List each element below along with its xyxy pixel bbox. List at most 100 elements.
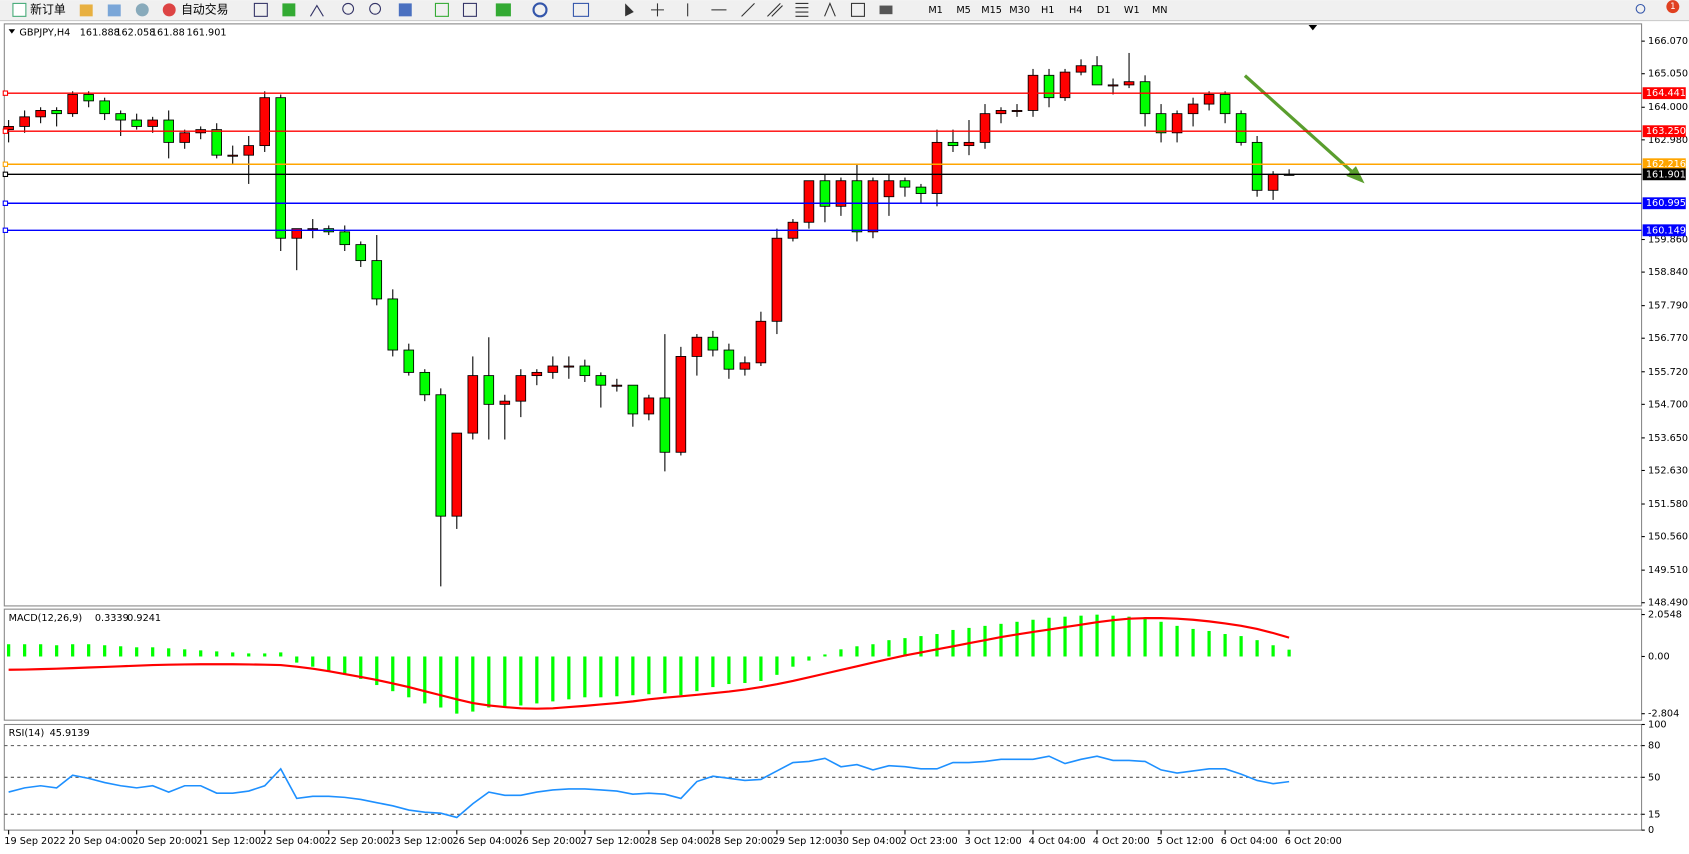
- macd-name: MACD(12,26,9): [9, 613, 83, 624]
- header-open: 161.888: [80, 28, 120, 39]
- toolbar-icon[interactable]: [309, 4, 324, 17]
- macd-bar: [1159, 621, 1163, 657]
- toolbar-icon[interactable]: [398, 3, 412, 17]
- cursor-icon[interactable]: [625, 3, 634, 17]
- fibo-icon[interactable]: [795, 2, 809, 17]
- toolbar-icon[interactable]: [79, 4, 93, 17]
- timeframe-button[interactable]: H4: [1069, 5, 1082, 16]
- x-tick-label: 21 Sep 12:00: [196, 836, 261, 847]
- shapes-icon[interactable]: [879, 5, 893, 15]
- zoom-in-icon[interactable]: [342, 2, 355, 15]
- notification-badge[interactable]: [1666, 0, 1680, 14]
- candle-body: [1251, 141, 1263, 191]
- candle-body: [547, 365, 559, 373]
- timeframe-button[interactable]: M15: [981, 5, 1002, 16]
- auto-trade-icon[interactable]: [162, 3, 176, 17]
- candle-body: [499, 400, 511, 405]
- candle-body: [1091, 65, 1103, 86]
- candle-body: [1139, 81, 1151, 115]
- x-tick-label: 6 Oct 20:00: [1285, 836, 1342, 847]
- candle-body: [1011, 110, 1023, 112]
- timeframe-button[interactable]: H1: [1041, 5, 1054, 16]
- x-tick-label: 28 Sep 20:00: [709, 836, 774, 847]
- level-label-box: [1642, 158, 1686, 171]
- candle-body: [67, 94, 78, 115]
- toolbar-icon[interactable]: [135, 3, 149, 17]
- macd-bar: [1223, 634, 1227, 657]
- x-tick-label: 20 Sep 20:00: [132, 836, 197, 847]
- toolbar-icon[interactable]: [462, 2, 477, 17]
- rsi-name: RSI(14): [9, 728, 45, 739]
- x-tick-label: 30 Sep 04:00: [837, 836, 902, 847]
- label-icon[interactable]: [850, 2, 865, 17]
- candle-body: [947, 141, 959, 147]
- channel-icon[interactable]: [767, 3, 783, 17]
- y-tick-label: 15: [1648, 809, 1660, 820]
- toolbar-icon[interactable]: [532, 2, 548, 18]
- macd-bar: [1079, 615, 1083, 657]
- macd-bar: [311, 656, 315, 667]
- candle-body: [35, 110, 46, 118]
- macd-bar: [1207, 630, 1211, 657]
- new-order-icon[interactable]: [12, 2, 27, 17]
- candle-body: [883, 180, 895, 198]
- timeframe-button[interactable]: M30: [1009, 5, 1030, 16]
- macd-bar: [1047, 617, 1051, 657]
- candle-body: [179, 132, 190, 143]
- candle-body: [675, 356, 687, 453]
- candle-body: [931, 141, 943, 194]
- macd-bar: [919, 636, 923, 657]
- y-tick-label: 80: [1648, 741, 1660, 752]
- toolbar-icon[interactable]: [282, 3, 296, 17]
- candle-body: [691, 336, 703, 357]
- trendline-icon[interactable]: [741, 3, 755, 17]
- candle-body: [451, 432, 463, 517]
- toolbar-icon[interactable]: [495, 3, 511, 17]
- toolbar-icon[interactable]: [572, 2, 590, 17]
- candle-body: [643, 397, 655, 415]
- candle-body: [963, 141, 975, 147]
- y-tick-label: 153.650: [1648, 433, 1688, 444]
- x-tick-label: 26 Sep 04:00: [452, 836, 517, 847]
- x-tick-label: 26 Sep 20:00: [517, 836, 582, 847]
- x-tick-label: 28 Sep 04:00: [645, 836, 710, 847]
- zoom-out-icon[interactable]: [369, 2, 382, 15]
- candle-body: [611, 384, 623, 387]
- text-icon[interactable]: [824, 2, 836, 17]
- macd-bar: [759, 656, 763, 681]
- candle-body: [659, 397, 671, 453]
- timeframe-button[interactable]: D1: [1097, 5, 1111, 16]
- toolbar-icon[interactable]: [253, 2, 268, 17]
- toolbar-icon[interactable]: [434, 2, 449, 17]
- timeframe-button[interactable]: W1: [1124, 5, 1140, 16]
- macd-bar: [1143, 617, 1147, 657]
- level-label: 164.441: [1646, 88, 1686, 99]
- macd-bar: [359, 656, 363, 679]
- y-tick-label: 156.770: [1648, 333, 1688, 344]
- macd-bar: [327, 656, 331, 671]
- new-order-button[interactable]: 新订单: [30, 2, 66, 16]
- toolbar-icon[interactable]: [107, 4, 121, 17]
- timeframe-button[interactable]: M5: [956, 5, 971, 16]
- auto-trade-button[interactable]: 自动交易: [181, 2, 228, 16]
- macd-bar: [247, 653, 251, 657]
- price-panel: [3, 23, 1643, 607]
- level-label-box: [1642, 197, 1686, 210]
- macd-bar: [183, 649, 187, 657]
- search-icon[interactable]: [1635, 3, 1646, 14]
- crosshair-icon[interactable]: [651, 3, 664, 17]
- rsi-value: 45.9139: [50, 728, 90, 739]
- timeframe-button[interactable]: M1: [928, 5, 943, 16]
- macd-bar: [743, 656, 747, 684]
- x-tick-label: 20 Sep 04:00: [68, 836, 133, 847]
- candle-body: [707, 336, 719, 351]
- y-tick-label: 100: [1648, 719, 1667, 730]
- candle-body: [739, 362, 751, 370]
- macd-bar: [391, 656, 395, 692]
- candle-body: [531, 371, 543, 377]
- candle-body: [275, 97, 287, 239]
- macd-bar: [1175, 625, 1179, 657]
- timeframe-button[interactable]: MN: [1152, 5, 1168, 16]
- macd-bar: [823, 654, 827, 657]
- macd-bar: [87, 644, 91, 657]
